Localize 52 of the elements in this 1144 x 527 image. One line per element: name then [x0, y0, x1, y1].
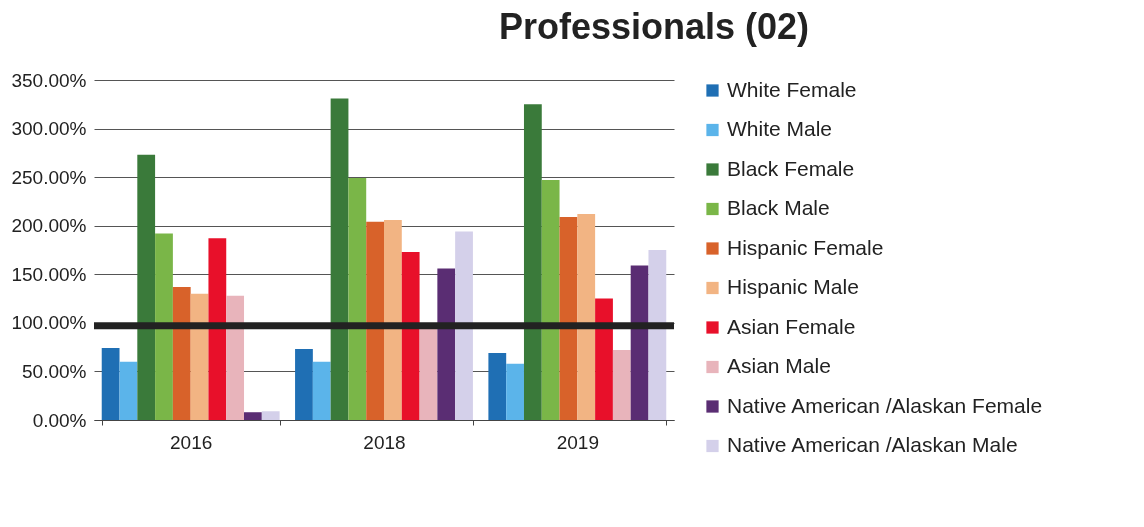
bar: [330, 98, 349, 420]
y-tick-label: 300.00%: [11, 118, 87, 140]
bar: [261, 411, 280, 420]
y-tick-label: 50.00%: [22, 360, 87, 382]
bar: [366, 221, 384, 420]
bar: [541, 180, 560, 420]
y-tick-label: 150.00%: [11, 263, 87, 285]
y-tick-label: 250.00%: [11, 166, 87, 188]
y-tick-label: 350.00%: [11, 69, 87, 91]
bar: [559, 216, 578, 420]
bar: [244, 412, 262, 420]
legend-label: Native American /Alaskan Female: [727, 393, 1043, 417]
bar: [155, 233, 173, 420]
bar: [648, 250, 667, 420]
bar: [312, 361, 331, 420]
legend-label: Black Female: [727, 156, 855, 180]
bar: [612, 350, 631, 420]
legend-label: Hispanic Male: [727, 275, 859, 298]
legend-label: White Male: [727, 117, 833, 140]
bar: [506, 363, 524, 420]
bar: [630, 265, 649, 420]
bar: [137, 154, 156, 420]
legend-label: Asian Male: [727, 354, 831, 377]
bar: [595, 298, 613, 420]
bar: [577, 214, 596, 420]
bar: [190, 293, 209, 420]
legend-label: Hispanic Female: [727, 235, 884, 259]
y-tick-label: 100.00%: [11, 312, 87, 334]
bar: [101, 348, 120, 420]
legend-label: Black Male: [727, 196, 830, 219]
bar: [488, 352, 507, 420]
bar: [523, 104, 542, 420]
x-tick-label: 2018: [363, 431, 406, 453]
bar: [401, 251, 420, 420]
bar: [119, 361, 138, 420]
bar: [348, 178, 367, 420]
x-tick-label: 2019: [556, 431, 599, 453]
bar: [384, 219, 402, 420]
legend-label: Native American /Alaskan Male: [727, 433, 1018, 456]
bar: [172, 286, 191, 420]
chart-title: Professionals (02): [498, 6, 810, 47]
bar: [419, 327, 438, 420]
bar: [455, 231, 473, 420]
legend-label: Asian Female: [727, 314, 856, 338]
bar: [437, 268, 456, 420]
bar: [208, 238, 227, 420]
legend-label: White Female: [727, 77, 857, 101]
bar: [226, 295, 245, 420]
y-tick-label: 200.00%: [11, 215, 87, 237]
x-tick-label: 2016: [170, 431, 213, 453]
bar: [295, 349, 313, 420]
y-tick-label: 0.00%: [32, 409, 87, 431]
